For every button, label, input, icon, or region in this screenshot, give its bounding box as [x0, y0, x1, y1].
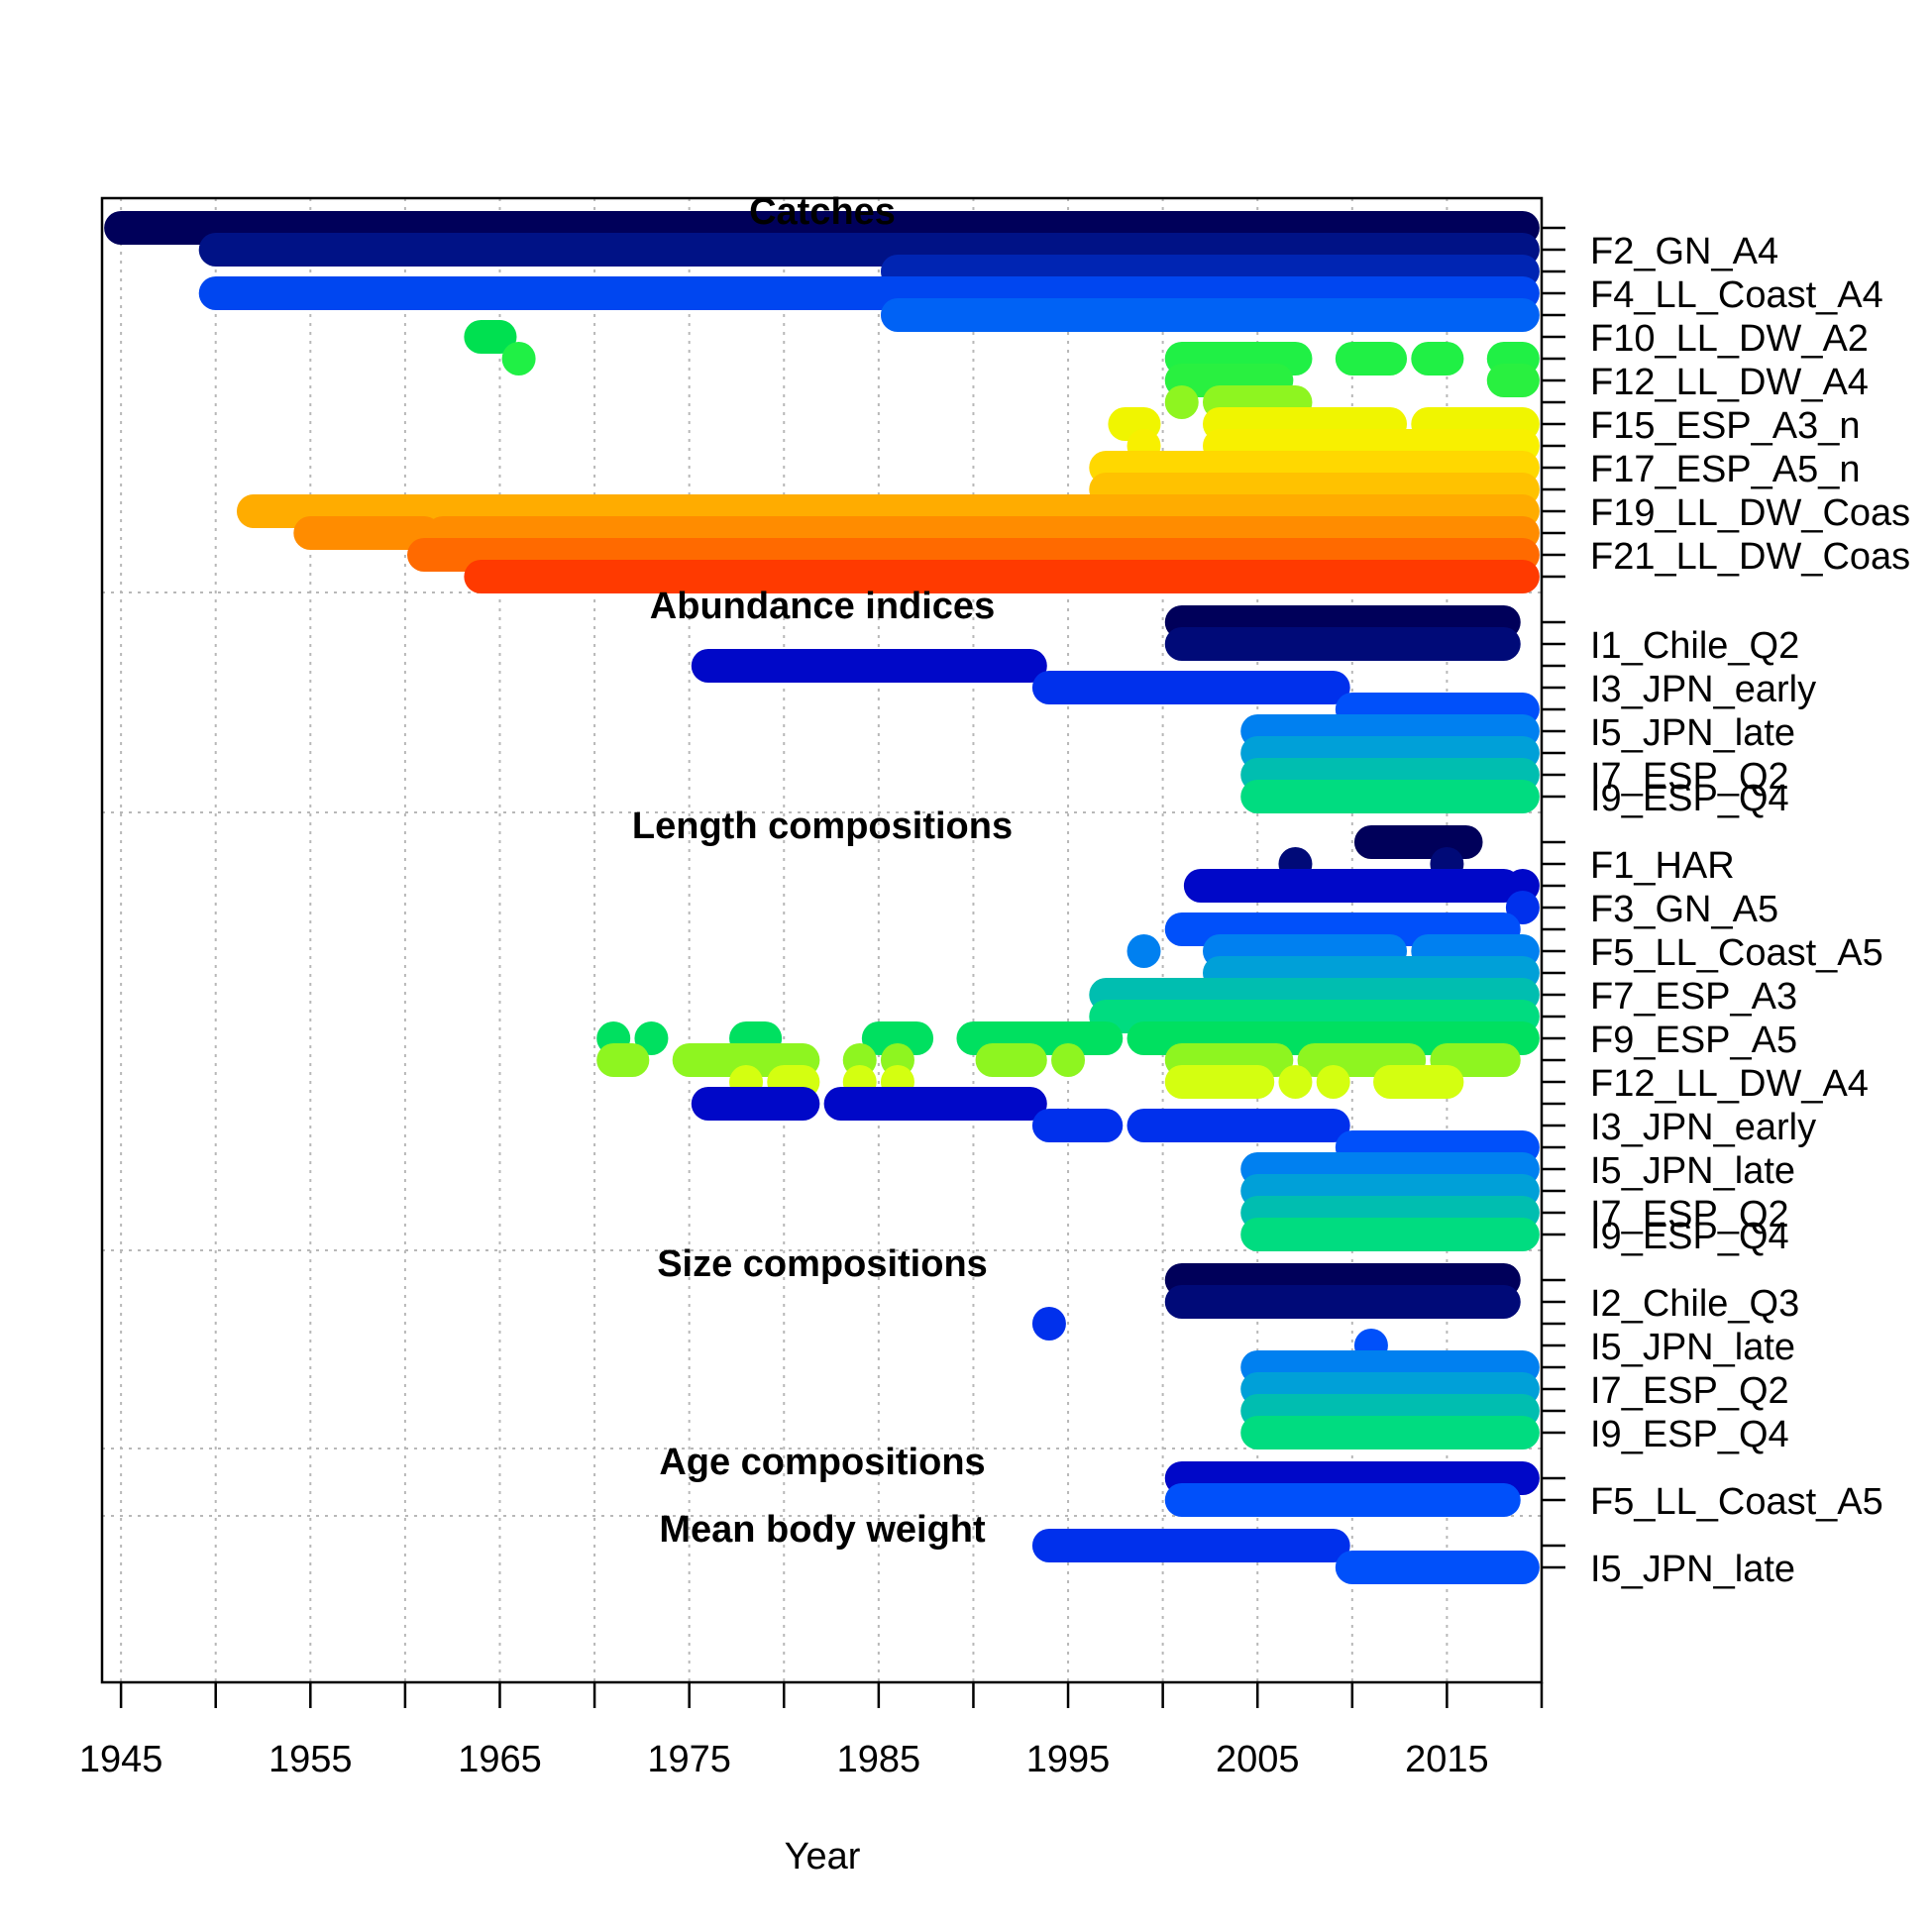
- series-label: F10_LL_DW_A2: [1590, 318, 1869, 360]
- x-axis-title: Year: [785, 1836, 861, 1878]
- section-title: Abundance indices: [650, 586, 995, 627]
- series-label: F15_ESP_A3_n: [1590, 405, 1861, 447]
- series-label: I2_Chile_Q3: [1590, 1283, 1799, 1325]
- x-tick-label: 1945: [79, 1739, 163, 1780]
- data-bars: [104, 211, 1540, 1584]
- series-label: I5_JPN_late: [1590, 1150, 1795, 1192]
- series-label: I5_JPN_late: [1590, 1549, 1795, 1590]
- series-label: I5_JPN_late: [1590, 1327, 1795, 1368]
- series-label: F19_LL_DW_Coas: [1590, 492, 1910, 534]
- x-tick-label: 1975: [647, 1739, 731, 1780]
- x-tick-label: 1965: [458, 1739, 542, 1780]
- series-label: I3_JPN_early: [1590, 1107, 1816, 1148]
- series-label: I7_ESP_Q2: [1590, 1194, 1789, 1235]
- series-label: F7_ESP_A3: [1590, 976, 1797, 1018]
- series-label: I7_ESP_Q2: [1590, 756, 1789, 798]
- series-label: F5_LL_Coast_A5: [1590, 1481, 1883, 1523]
- section-title: Age compositions: [659, 1442, 985, 1483]
- x-tick-label: 2005: [1216, 1739, 1300, 1780]
- section-title: Length compositions: [632, 805, 1013, 847]
- section-title: Mean body weight: [659, 1509, 986, 1551]
- section-title: Size compositions: [657, 1243, 988, 1285]
- series-label: F21_LL_DW_Coas: [1590, 536, 1910, 578]
- series-label: F2_GN_A4: [1590, 231, 1778, 272]
- x-tick-label: 1995: [1026, 1739, 1111, 1780]
- series-label: F12_LL_DW_A4: [1590, 362, 1869, 403]
- series-label: F1_HAR: [1590, 845, 1735, 887]
- series-label: F3_GN_A5: [1590, 889, 1778, 930]
- right-axis: F2_GN_A4F4_LL_Coast_A4F10_LL_DW_A2F12_LL…: [1542, 226, 1910, 1590]
- series-label: I1_Chile_Q2: [1590, 625, 1799, 667]
- series-label: I9_ESP_Q4: [1590, 778, 1789, 819]
- series-label: F17_ESP_A5_n: [1590, 449, 1861, 490]
- series-label: I5_JPN_late: [1590, 712, 1795, 754]
- x-tick-label: 2015: [1405, 1739, 1489, 1780]
- series-label: F12_LL_DW_A4: [1590, 1063, 1869, 1105]
- series-label: F4_LL_Coast_A4: [1590, 274, 1883, 316]
- series-label: I9_ESP_Q4: [1590, 1216, 1789, 1257]
- series-label: I7_ESP_Q2: [1590, 1370, 1789, 1412]
- x-axis: 1945 1955 1965 1975 1985 1995 2005 2015: [79, 1682, 1544, 1780]
- series-label: F9_ESP_A5: [1590, 1020, 1797, 1061]
- x-tick-label: 1955: [268, 1739, 353, 1780]
- series-label: I9_ESP_Q4: [1590, 1414, 1789, 1455]
- x-tick-label: 1985: [837, 1739, 921, 1780]
- series-label: F5_LL_Coast_A5: [1590, 932, 1883, 974]
- plot-frame: [100, 196, 1544, 1684]
- series-label: I3_JPN_early: [1590, 669, 1816, 710]
